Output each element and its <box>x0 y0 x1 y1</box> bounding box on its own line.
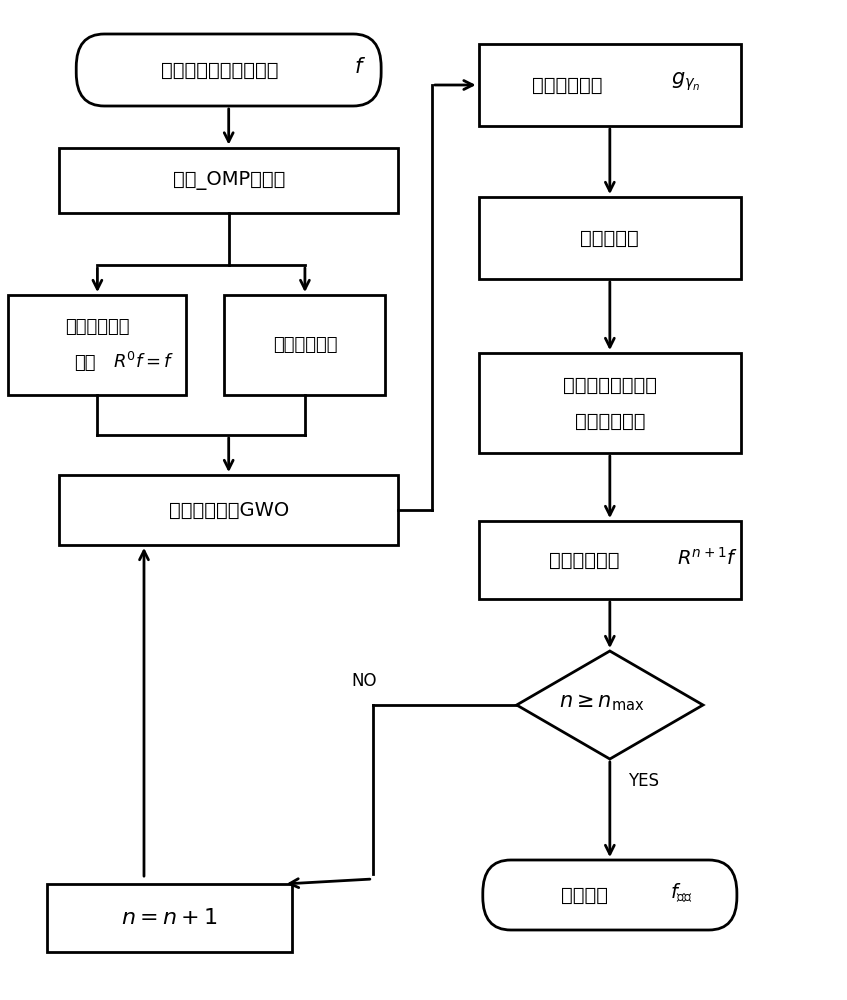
Text: $g_{\gamma_n}$: $g_{\gamma_n}$ <box>671 71 701 93</box>
Text: 输入故障轴承振动信号: 输入故障轴承振动信号 <box>162 60 279 80</box>
FancyBboxPatch shape <box>479 44 741 126</box>
FancyBboxPatch shape <box>483 860 737 930</box>
FancyBboxPatch shape <box>59 147 398 213</box>
Text: $R^{n+1}f$: $R^{n+1}f$ <box>677 547 738 569</box>
Text: 原子正交化: 原子正交化 <box>580 229 639 247</box>
FancyBboxPatch shape <box>479 197 741 279</box>
Text: $f$: $f$ <box>354 57 366 77</box>
Text: $f_{重构}$: $f_{重构}$ <box>671 881 693 905</box>
Text: $n\geq n_{\max}$: $n\geq n_{\max}$ <box>559 693 644 713</box>
FancyBboxPatch shape <box>47 884 292 952</box>
FancyBboxPatch shape <box>59 475 398 545</box>
Text: 重构信号: 重构信号 <box>561 886 608 904</box>
FancyBboxPatch shape <box>479 521 741 599</box>
Text: 信号: 信号 <box>74 354 96 372</box>
Text: YES: YES <box>628 772 660 790</box>
Text: 子上的总投影: 子上的总投影 <box>574 412 645 430</box>
Text: 设置原子参数: 设置原子参数 <box>273 336 337 354</box>
FancyBboxPatch shape <box>224 295 385 395</box>
Text: 输入初始剩余: 输入初始剩余 <box>65 318 130 336</box>
Text: 灰狼优化算法GWO: 灰狼优化算法GWO <box>169 500 289 520</box>
Text: 输出最优原子: 输出最优原子 <box>532 76 603 95</box>
FancyBboxPatch shape <box>479 353 741 453</box>
Text: NO: NO <box>352 672 377 690</box>
Text: 灰狼_OMP初始化: 灰狼_OMP初始化 <box>173 170 285 190</box>
FancyBboxPatch shape <box>8 295 186 395</box>
Text: 更新剩余信号: 更新剩余信号 <box>549 550 620 570</box>
Text: $n=n+1$: $n=n+1$ <box>121 908 218 928</box>
Text: 计算剩余信号在原: 计算剩余信号在原 <box>563 375 656 394</box>
FancyBboxPatch shape <box>76 34 381 106</box>
Polygon shape <box>517 651 703 759</box>
Text: $R^0f=f$: $R^0f=f$ <box>113 352 174 372</box>
